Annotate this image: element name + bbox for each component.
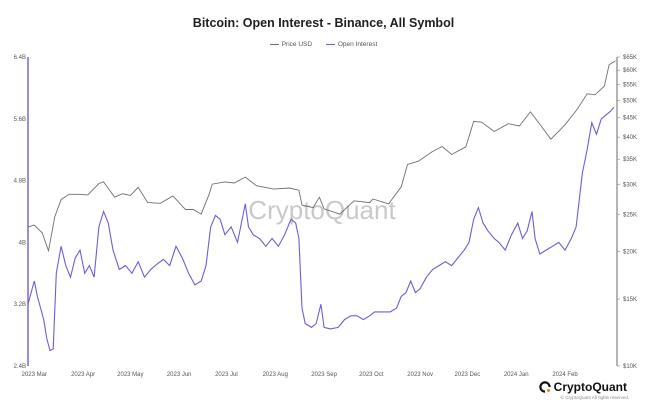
brand-logo-group: CryptoQuant: [538, 380, 627, 394]
x-tick-label: 2024 Jan: [504, 372, 529, 378]
series-price-line: [27, 60, 616, 253]
right-tick-label: $35K: [623, 157, 637, 163]
left-tick-label: 4B: [19, 240, 26, 246]
left-tick-label: 6.4B: [14, 55, 26, 61]
legend-label-price: Price USD: [281, 40, 313, 48]
right-tick-label: $10K: [623, 364, 637, 370]
left-tick-label: 5.6B: [14, 117, 26, 123]
brand-copyright: © CryptoQuant All rights reserved.: [560, 395, 629, 400]
x-axis-ticks: 2023 Mar 2023 Apr 2023 May 2023 Jun 2023 Jul…: [22, 372, 579, 378]
right-tick-label: $15K: [623, 297, 637, 303]
x-tick-label: 2023 Mar: [22, 372, 47, 378]
chart-title: Bitcoin: Open Interest - Binance, All Sy…: [192, 16, 455, 30]
x-tick-label: 2023 Apr: [71, 372, 95, 378]
left-tick-label: 3.2B: [14, 302, 26, 308]
right-tick-label: $25K: [623, 213, 637, 219]
legend-swatch-open-interest: [325, 43, 335, 45]
x-tick-label: 2023 Aug: [263, 372, 288, 378]
legend-swatch-price: [269, 43, 279, 45]
cryptoquant-logo-icon: [538, 381, 551, 393]
x-tick-label: 2023 Nov: [407, 372, 433, 378]
right-tick-label: $20K: [623, 250, 637, 256]
x-tick-label: 2023 Dec: [455, 372, 481, 378]
legend-item-price[interactable]: Price USD: [269, 40, 313, 48]
right-tick-label: $30K: [623, 183, 637, 189]
right-tick-label: $65K: [623, 55, 637, 61]
right-axis-ticks: $10K $15K $20K $25K $30K $35K $40K $45K $50K $55K…: [617, 55, 637, 370]
right-tick-label: $45K: [623, 116, 637, 122]
left-tick-label: 2.4B: [14, 364, 26, 370]
x-tick-label: 2023 Jul: [215, 372, 238, 378]
left-tick-label: 4.8B: [14, 179, 26, 185]
legend-label-open-interest: Open Interest: [337, 40, 378, 48]
right-tick-label: $60K: [623, 68, 637, 74]
chart-legend: Price USD Open Interest: [0, 40, 647, 48]
right-tick-label: $55K: [623, 83, 637, 89]
legend-item-open-interest[interactable]: Open Interest: [325, 40, 378, 48]
series-open-interest-line: [27, 106, 615, 352]
brand-name: CryptoQuant: [553, 380, 627, 394]
x-tick-label: 2024 Feb: [552, 372, 578, 378]
x-tick-label: 2023 Sep: [311, 372, 337, 378]
x-tick-label: 2023 May: [117, 372, 143, 378]
left-axis-ticks: 2.4B 3.2B 4B 4.8B 5.6B 6.4B: [14, 55, 26, 370]
right-tick-label: $50K: [623, 98, 637, 104]
x-tick-label: 2023 Jun: [167, 372, 192, 378]
x-tick-label: 2023 Oct: [359, 372, 384, 378]
right-tick-label: $40K: [623, 135, 637, 141]
